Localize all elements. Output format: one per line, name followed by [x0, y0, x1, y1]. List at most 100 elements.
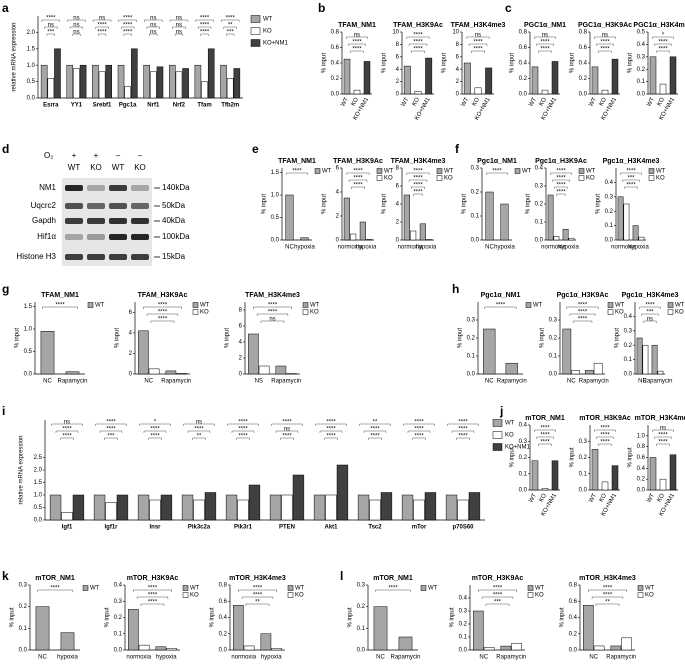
significance-bracket	[46, 33, 55, 36]
blot-band	[131, 185, 149, 191]
y-tick-label: 6	[456, 54, 460, 60]
significance-bracket	[641, 313, 659, 316]
significance-bracket	[231, 430, 255, 433]
significance-bracket	[238, 589, 277, 592]
significance-bracket	[485, 603, 510, 606]
chart-title: TFAM_NM1	[41, 292, 79, 299]
significance: ****	[200, 23, 210, 29]
bar	[343, 58, 351, 95]
significance-bracket	[275, 430, 299, 433]
y-axis-label: relative mRNA expression	[19, 435, 25, 504]
bar	[271, 648, 282, 651]
significance: ****	[556, 176, 566, 182]
significance-bracket	[588, 589, 627, 592]
y-tick-label: 0.0	[27, 96, 36, 102]
y-tick-label: 6	[336, 166, 340, 172]
significance: ***	[646, 310, 654, 316]
bar	[511, 643, 522, 651]
y-tick-label: 2	[456, 79, 460, 85]
significance-bracket	[348, 43, 366, 46]
significance-bracket	[359, 423, 391, 426]
y-tick-label: 0.3	[579, 439, 588, 445]
y-axis-label: % input	[450, 607, 456, 627]
bar	[269, 494, 282, 521]
significance: ****	[353, 183, 363, 189]
significance-bracket	[451, 430, 475, 433]
legend-swatch	[667, 302, 674, 308]
legend-label: WT	[533, 303, 543, 309]
y-tick-label: 0.3	[471, 166, 480, 172]
y-tick-label: 0.1	[579, 471, 588, 477]
significance-bracket	[95, 423, 127, 426]
x-tick-label: NC	[485, 245, 494, 251]
legend-swatch	[527, 585, 534, 591]
x-tick-label: Rapamycin	[161, 379, 191, 385]
bar	[657, 370, 664, 375]
significance-bracket	[195, 19, 214, 22]
significance: ****	[458, 420, 468, 426]
legend-swatch	[607, 302, 614, 308]
panel-letter: h	[452, 282, 459, 296]
bar	[49, 494, 62, 521]
significance-bracket	[654, 436, 672, 439]
significance: ****	[414, 427, 424, 433]
legend-swatch	[287, 592, 294, 598]
y-tick-label: 0.1	[19, 626, 28, 632]
x-tick-label: hypoxia	[416, 245, 437, 251]
legend-swatch	[492, 443, 503, 451]
bar	[128, 609, 139, 651]
blot-band	[65, 254, 83, 260]
x-tick-label: KO	[351, 97, 361, 108]
y-tick-label: 0.4	[459, 596, 468, 602]
y-tick-label: 0.0	[471, 238, 480, 244]
blot-marker: 15kDa	[162, 252, 186, 261]
bar	[92, 64, 99, 99]
significance-bracket	[67, 19, 86, 22]
x-tick-label: NC	[38, 655, 47, 661]
significance-bracket	[556, 193, 566, 196]
significance: ****	[413, 169, 423, 175]
bar	[419, 223, 426, 241]
x-tick-label: Akt1	[324, 525, 338, 531]
legend-swatch	[192, 309, 199, 315]
y-tick-label: 0.3	[535, 184, 544, 190]
blot-marker: 100kDa	[162, 232, 190, 241]
bar	[40, 64, 48, 99]
bar	[474, 87, 482, 95]
significance: ****	[62, 434, 72, 440]
legend-label: KO+NM1	[505, 445, 531, 451]
significance: ****	[150, 434, 160, 440]
y-tick-label: 0.0	[467, 372, 476, 378]
significance: ****	[106, 420, 116, 426]
significance: ****	[97, 30, 107, 36]
legend-label: WT	[295, 586, 305, 592]
blot-band	[87, 185, 105, 191]
y-tick-label: 1.5	[24, 304, 33, 310]
significance-bracket	[481, 596, 514, 599]
bar	[636, 337, 643, 375]
legend-swatch	[376, 168, 383, 174]
y-tick-label: 0.5	[637, 30, 646, 36]
y-tick-label: 0.0	[357, 648, 366, 654]
panel-letter: g	[2, 282, 9, 296]
significance-bracket	[413, 193, 423, 196]
bar	[366, 239, 373, 241]
significance-bracket	[41, 19, 61, 22]
significance-bracket	[197, 26, 212, 29]
x-tick-label: WT	[588, 96, 598, 107]
bar	[292, 474, 305, 521]
y-tick-label: 0.6	[219, 599, 228, 605]
bar	[505, 362, 518, 375]
blot-band	[109, 203, 127, 209]
x-tick-label: KO	[599, 493, 609, 504]
y-tick-label: 0.0	[569, 648, 578, 654]
y-axis-label: % input	[225, 328, 231, 348]
significance-bracket	[220, 19, 240, 22]
y-tick-label: 0.0	[19, 648, 28, 654]
chart-title: mTOR_H3K4me3	[229, 575, 286, 582]
significance: ns	[73, 30, 79, 36]
chart-title: mTOR_H3K9Ac	[579, 415, 631, 422]
significance-bracket	[72, 33, 81, 36]
x-tick-label: hypoxia	[494, 245, 515, 251]
